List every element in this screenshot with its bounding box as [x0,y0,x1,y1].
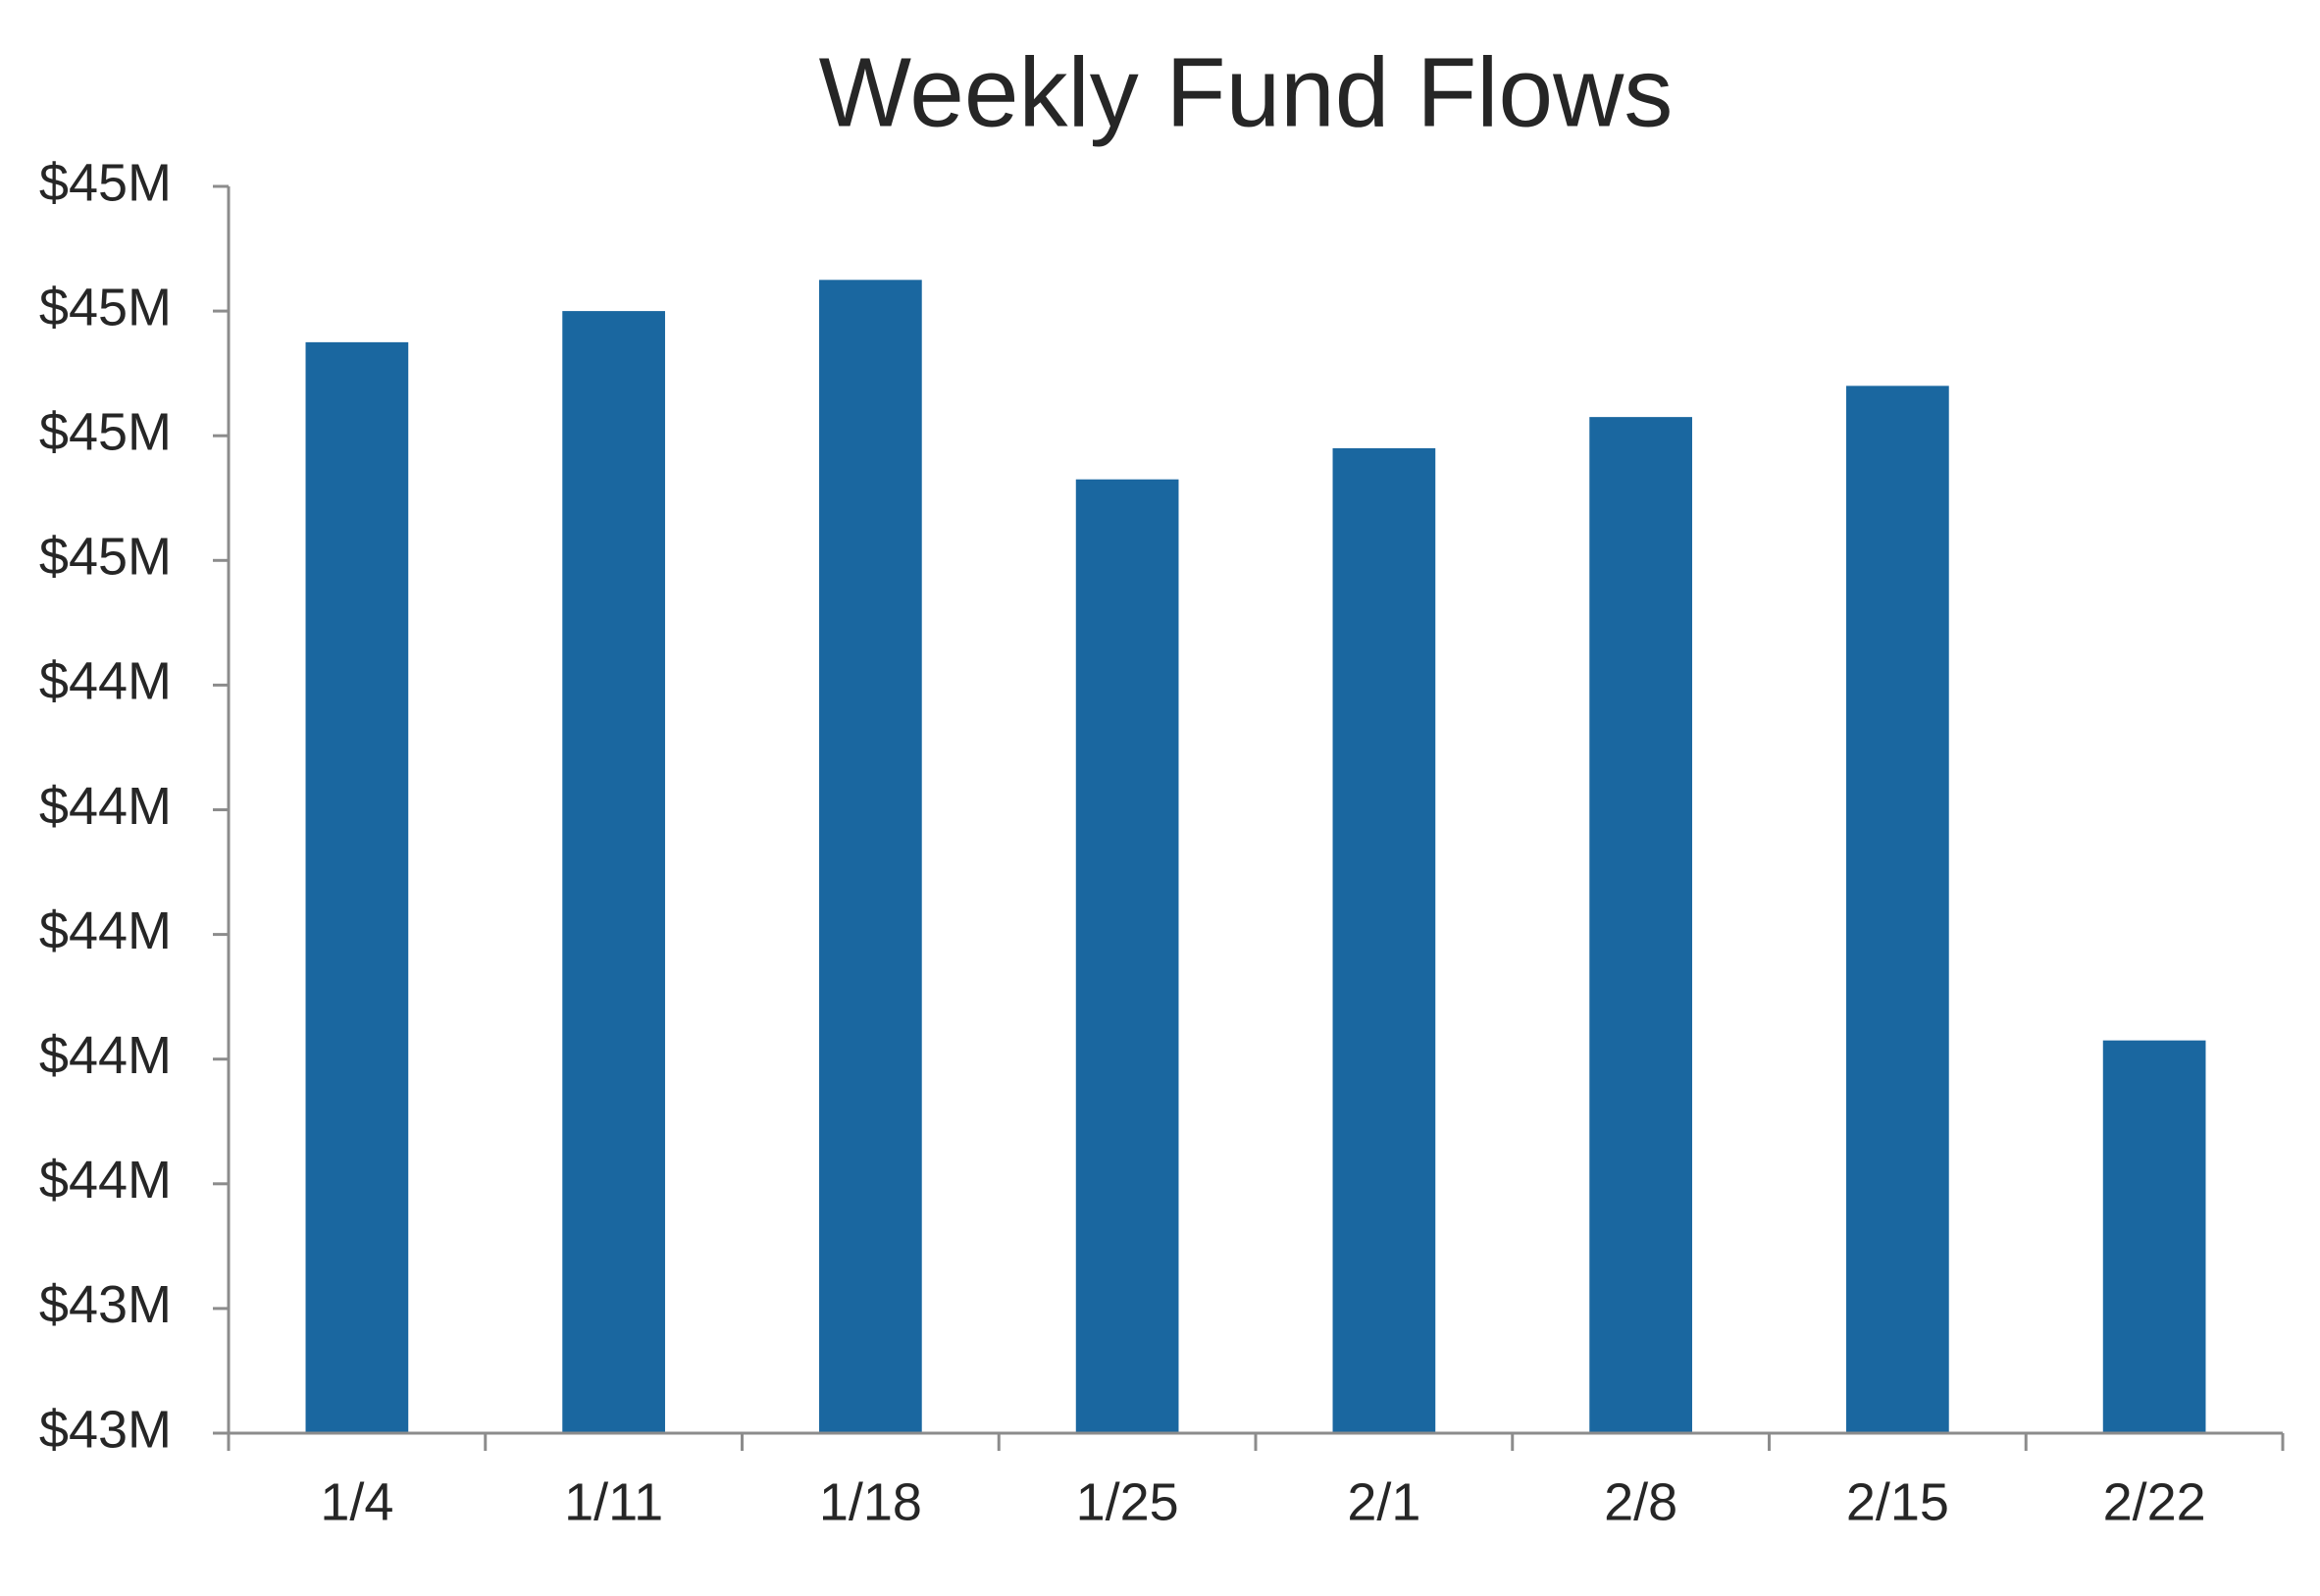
bar [2102,1040,2206,1433]
x-tick-label: 2/22 [2103,1472,2206,1531]
y-tick-label: $44M [39,777,172,836]
y-tick-label: $45M [39,528,172,587]
y-tick-label: $44M [39,1026,172,1085]
x-tick-label: 2/15 [1846,1472,1949,1531]
bar [1332,447,1436,1433]
bar [1075,479,1179,1433]
bar [1589,417,1692,1433]
bar [1846,386,1949,1433]
chart-title: Weekly Fund Flows [819,37,1674,147]
y-tick-label: $44M [39,1151,172,1210]
x-tick-label: 1/4 [320,1472,393,1531]
x-tick-label: 1/25 [1076,1472,1179,1531]
y-tick-label: $43M [39,1275,172,1334]
y-tick-label: $44M [39,652,172,711]
y-tick-label: $45M [39,278,172,336]
y-tick-label: $43M [39,1400,172,1459]
x-tick-label: 1/18 [819,1472,922,1531]
x-tick-label: 2/8 [1604,1472,1677,1531]
bar [305,341,409,1433]
y-tick-label: $45M [39,402,172,461]
y-tick-label: $44M [39,901,172,960]
bar [562,311,665,1434]
y-tick-label: $45M [39,153,172,212]
x-tick-label: 2/1 [1347,1472,1420,1531]
x-tick-label: 1/11 [564,1472,663,1531]
bar [819,280,922,1434]
